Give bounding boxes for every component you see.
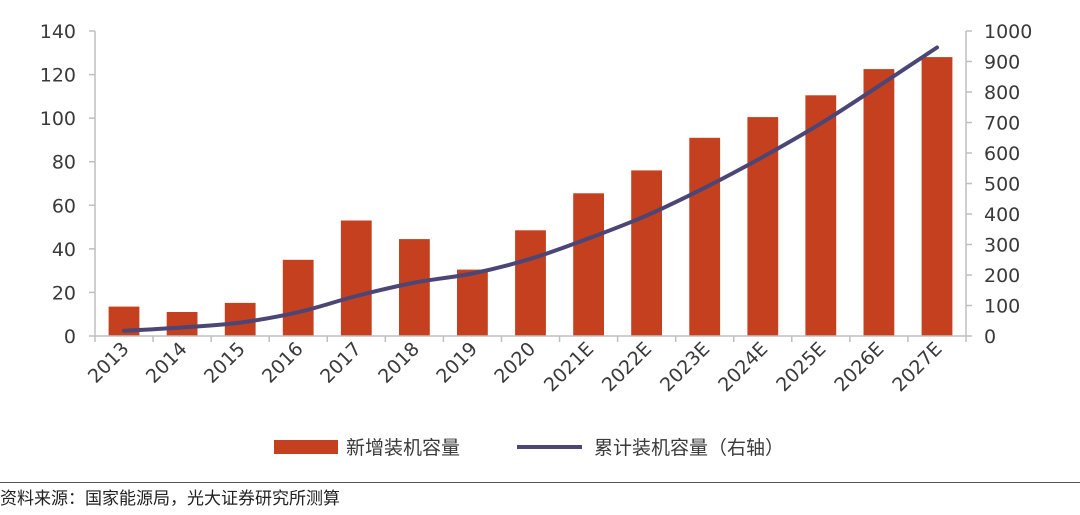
source-note: 资料来源：国家能源局，光大证券研究所测算	[0, 489, 340, 509]
x-tick-label: 2025E	[772, 338, 830, 396]
y-left-tick-label: 20	[52, 282, 76, 304]
bar-2024E	[747, 117, 779, 336]
source-divider	[0, 482, 1080, 483]
legend-line-label: 累计装机容量（右轴）	[594, 437, 784, 459]
y-right-tick-label: 700	[984, 113, 1020, 135]
y-right-tick-label: 900	[984, 52, 1020, 74]
bar-2018	[399, 239, 430, 336]
axes: 0 20 40 60 80 100 120 140 0 100 200 300 400 500 600 700…	[40, 21, 1033, 348]
legend: 新增装机容量 累计装机容量（右轴）	[274, 437, 784, 459]
combo-chart: 0 20 40 60 80 100 120 140 0 100 200 300 400 500 600 700…	[40, 21, 1033, 459]
x-tick-label: 2020	[490, 338, 540, 388]
bar-2016	[282, 259, 314, 337]
y-right-tick-label: 300	[984, 235, 1020, 257]
x-tick-label: 2024E	[714, 338, 772, 396]
y-left-tick-label: 80	[52, 152, 76, 174]
x-axis-labels: 2013 2014 2015 2016 2017 2018 2019 2020 2021E 202…	[84, 338, 947, 396]
y-left-tick-label: 60	[52, 195, 76, 217]
bar-2019	[457, 269, 488, 336]
x-tick-label: 2023E	[656, 338, 714, 396]
y-right-tick-label: 100	[984, 296, 1020, 318]
bar-2017	[340, 220, 372, 336]
bar-2026E	[863, 69, 895, 336]
bar-2014	[166, 312, 198, 336]
legend-bar-label: 新增装机容量	[346, 437, 460, 459]
bar-2025E	[805, 95, 837, 336]
bar-2022E	[631, 170, 662, 336]
y-right-tick-label: 800	[984, 82, 1020, 104]
bar-2027E	[921, 57, 953, 336]
y-left-tick-label: 100	[40, 108, 76, 130]
y-left-tick-label: 0	[64, 326, 76, 348]
x-tick-label: 2016	[258, 338, 308, 388]
legend-bar-swatch	[274, 440, 338, 454]
x-tick-label: 2019	[432, 338, 482, 388]
bar-2023E	[689, 137, 721, 337]
x-tick-label: 2018	[374, 338, 424, 388]
x-tick-label: 2021E	[540, 338, 598, 396]
x-tick-label: 2013	[84, 338, 134, 388]
y-right-tick-label: 400	[984, 204, 1020, 226]
y-right-tick-label: 200	[984, 265, 1020, 287]
x-tick-label: 2014	[142, 338, 192, 388]
x-tick-label: 2017	[316, 338, 366, 388]
x-tick-label: 2027E	[888, 338, 946, 396]
y-right-tick-label: 1000	[984, 21, 1032, 43]
line-series	[122, 45, 939, 333]
x-tick-label: 2015	[200, 338, 250, 388]
x-tick-label: 2026E	[830, 338, 888, 396]
x-tick-label: 2022E	[598, 338, 656, 396]
bar-series	[108, 57, 953, 337]
cumulative-line	[122, 45, 939, 333]
bar-2021E	[573, 193, 604, 336]
y-right-tick-label: 500	[984, 174, 1020, 196]
bar-2020	[515, 230, 546, 336]
y-right-tick-label: 600	[984, 143, 1020, 165]
y-left-tick-label: 120	[40, 65, 76, 87]
y-left-tick-label: 40	[52, 239, 76, 261]
y-left-tick-label: 140	[40, 21, 76, 43]
y-right-tick-label: 0	[984, 326, 996, 348]
